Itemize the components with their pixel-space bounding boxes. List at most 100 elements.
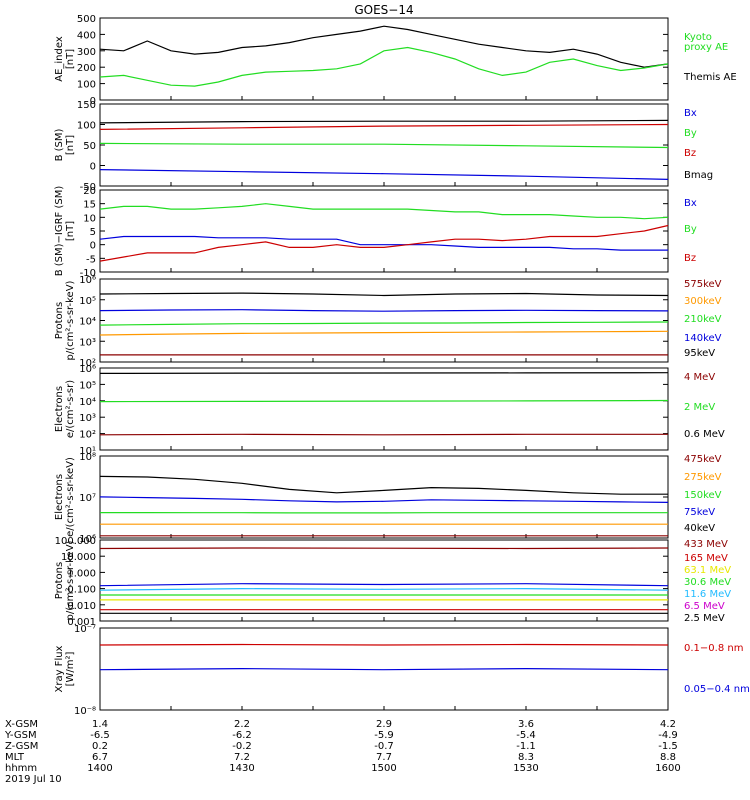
legend-entry: 140keV xyxy=(684,333,722,344)
y-tick-label: 10⁻⁷ xyxy=(74,624,96,635)
footer-value: -1.5 xyxy=(658,741,678,752)
legend-entry: Bz xyxy=(684,148,696,159)
series-line-210keV xyxy=(99,321,669,326)
footer-value: 1.4 xyxy=(92,719,108,730)
y-axis-label: e/(cm²-s-sr-keV) xyxy=(65,457,76,537)
y-axis-label: Xray Flux xyxy=(54,645,65,692)
legend-entry: 4 MeV xyxy=(684,372,715,383)
y-tick-label: 10³ xyxy=(79,413,96,424)
footer-value: 6.7 xyxy=(92,752,108,763)
footer-value: 4.2 xyxy=(660,719,676,730)
footer-value: 1530 xyxy=(513,763,538,774)
footer-row-label: X-GSM xyxy=(5,719,38,730)
legend-entry: 475keV xyxy=(684,454,722,465)
series-line-By xyxy=(99,203,669,220)
y-axis-label: p/(cm²-s-sr-keV) xyxy=(65,540,76,620)
y-tick-label: 10⁷ xyxy=(79,493,96,504)
legend-entry: 75keV xyxy=(684,507,715,518)
series-line-Kyoto-proxy-AE xyxy=(99,46,669,87)
y-tick-label: 10⁻⁸ xyxy=(74,706,96,717)
y-tick-label: 400 xyxy=(77,30,96,41)
y-tick-label: 0.001 xyxy=(67,617,96,628)
y-tick-label: 10⁵ xyxy=(79,380,96,391)
y-tick-label: 100 xyxy=(77,121,96,132)
footer-value: -1.1 xyxy=(516,741,536,752)
footer-value: -6.5 xyxy=(90,730,110,741)
panel-frame xyxy=(99,278,669,363)
legend-entry: 40keV xyxy=(684,523,715,534)
footer-value: 2.9 xyxy=(376,719,392,730)
legend-entry: 0.6 MeV xyxy=(684,429,725,440)
series-line-Bz xyxy=(99,123,669,130)
y-axis-label: [W/m²] xyxy=(65,651,76,686)
y-axis-label: e/(cm²-s-sr) xyxy=(65,380,76,438)
legend-entry: Bx xyxy=(684,198,697,209)
footer-value: 1400 xyxy=(87,763,112,774)
y-tick-label: 5 xyxy=(90,227,96,238)
panel-2: 150 100 50 0 -50 B (SM) [nT] Bx By Bz Bmag xyxy=(54,100,713,193)
y-axis-label: Protons xyxy=(54,302,65,339)
series-line-95keV xyxy=(99,292,669,297)
footer-row-label: Z-GSM xyxy=(5,741,38,752)
y-tick-label: 0.100 xyxy=(67,585,96,596)
y-tick-label: 50 xyxy=(83,141,96,152)
y-tick-label: 300 xyxy=(77,47,96,58)
y-axis-label: Electrons xyxy=(54,474,65,520)
y-tick-label: 10² xyxy=(79,358,96,369)
footer-value: 7.2 xyxy=(234,752,250,763)
panel-frame xyxy=(99,455,669,539)
y-axis-label: B (SM)−IGRF (SM) xyxy=(54,186,65,277)
panel-frame xyxy=(99,539,669,622)
y-tick-label: 10.000 xyxy=(61,552,96,563)
legend-entry: 63.1 MeV xyxy=(684,565,731,576)
footer-value: 3.6 xyxy=(518,719,534,730)
series-line-Bmag xyxy=(99,119,669,124)
footer-value: 1430 xyxy=(229,763,254,774)
series-line-75keV xyxy=(99,496,669,503)
legend-entry: Bmag xyxy=(684,170,713,181)
y-tick-label: 10⁸ xyxy=(79,452,96,463)
y-tick-label: 10⁶ xyxy=(79,364,96,375)
legend-entry: 0.05−0.4 nm xyxy=(684,684,750,695)
footer-value: -6.2 xyxy=(232,730,252,741)
y-tick-label: 10⁶ xyxy=(79,534,96,545)
y-tick-label: 10 xyxy=(83,213,96,224)
legend-entry: 275keV xyxy=(684,472,722,483)
series-line-11-6-MeV xyxy=(99,587,669,591)
legend-entry: 30.6 MeV xyxy=(684,577,731,588)
series-line-40keV xyxy=(99,475,668,495)
legend-entry: 2.5 MeV xyxy=(684,613,725,624)
legend-entry: 210keV xyxy=(684,314,722,325)
y-tick-label: 100.000 xyxy=(55,536,96,547)
y-tick-label: 15 xyxy=(83,200,96,211)
y-tick-label: -50 xyxy=(80,182,96,193)
series-line-By xyxy=(99,142,669,149)
y-tick-label: 0 xyxy=(90,96,96,107)
y-axis-label: Protons xyxy=(54,562,65,599)
legend-entry: 433 MeV xyxy=(684,539,728,550)
footer-value: -5.9 xyxy=(374,730,394,741)
legend-entry: 0.1−0.8 nm xyxy=(684,643,743,654)
series-line-Themis-AE xyxy=(99,25,669,68)
panel-4: 10⁶ 10⁵ 10⁴ 10³ 10² Protons p/(cm²-s-sr-keV) 57… xyxy=(54,275,722,369)
panel-8: 10⁻⁷ 10⁻⁸ Xray Flux [W/m²] 0.1−0.8 nm 0.05−0.… xyxy=(54,624,750,717)
y-tick-label: -10 xyxy=(80,268,96,279)
series-line-6-5-MeV xyxy=(99,583,669,587)
y-axis-label: [nT] xyxy=(65,135,76,155)
y-tick-label: 10² xyxy=(79,430,96,441)
series-line-4-MeV xyxy=(99,433,668,436)
series-line-300keV xyxy=(99,330,669,336)
footer-value: -5.4 xyxy=(516,730,536,741)
y-axis-label: [nT] xyxy=(65,49,76,69)
legend-entry: 2 MeV xyxy=(684,402,715,413)
footer-value: 8.3 xyxy=(518,752,534,763)
series-line-Bz xyxy=(99,224,669,262)
y-tick-label: 1.000 xyxy=(67,568,96,579)
series-line-433-MeV xyxy=(99,547,669,550)
panel-frame xyxy=(99,189,669,273)
y-tick-label: 0.010 xyxy=(67,601,96,612)
